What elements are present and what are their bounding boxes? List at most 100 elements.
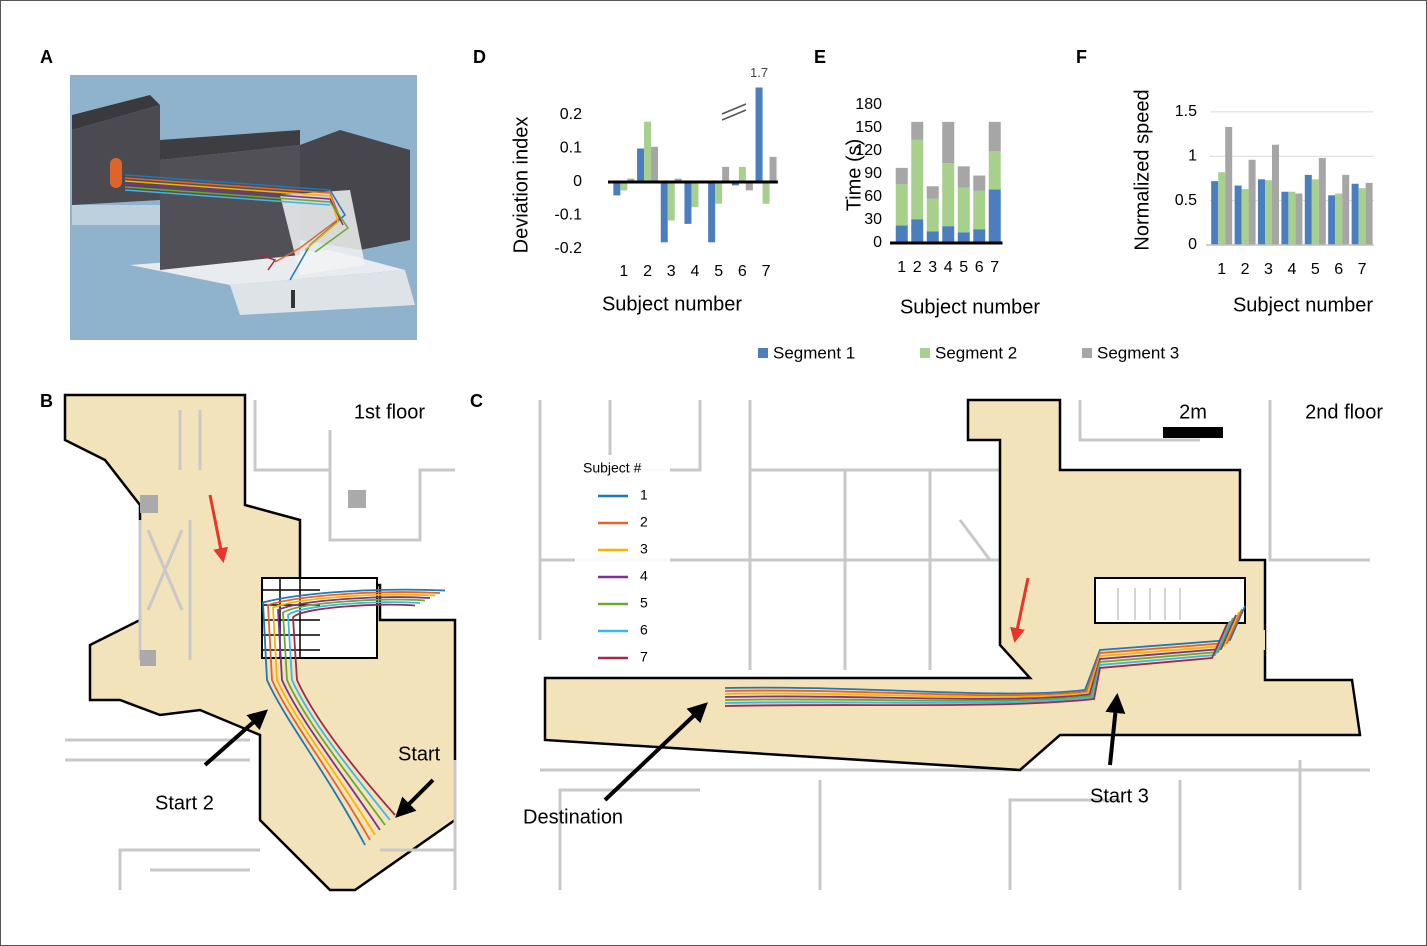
y-tick-label: 1.5 — [1175, 103, 1197, 120]
bar-segment — [942, 122, 954, 163]
axis-break — [722, 104, 746, 120]
bar — [691, 182, 698, 207]
bar — [1235, 186, 1242, 245]
bar-segment — [973, 229, 985, 243]
bar — [770, 157, 777, 182]
bar-segment — [896, 225, 908, 243]
x-tick-label: 4 — [1287, 261, 1296, 278]
bar — [1281, 192, 1288, 245]
y-tick-label: 30 — [864, 211, 882, 228]
scale-bar — [1163, 427, 1223, 438]
x-tick-label: 3 — [1264, 261, 1273, 278]
panel-letter: C — [470, 391, 483, 411]
bar — [1359, 188, 1366, 245]
x-tick-label: 4 — [944, 259, 953, 276]
bar-segment — [958, 232, 970, 243]
bar — [715, 182, 722, 204]
render-3d — [70, 75, 417, 340]
bar — [1265, 180, 1272, 245]
x-tick-label: 6 — [975, 259, 984, 276]
legend-swatch — [920, 348, 930, 358]
x-tick-label: 7 — [990, 259, 999, 276]
figure: A D E F B C — [0, 0, 1427, 946]
bar — [644, 122, 651, 182]
bar — [1288, 192, 1295, 245]
bar — [1342, 175, 1349, 245]
x-tick-label: 5 — [1311, 261, 1320, 278]
legend-title: Subject # — [583, 460, 642, 476]
panel-letter: A — [40, 47, 53, 67]
bar-segment — [896, 184, 908, 225]
y-tick-label: 0.1 — [560, 140, 582, 157]
bar — [1312, 179, 1319, 245]
bar — [1335, 194, 1342, 245]
bar — [1328, 195, 1335, 245]
scale-label: 2m — [1179, 401, 1207, 423]
bar — [1319, 158, 1326, 245]
legend-label: 6 — [640, 622, 648, 638]
bar — [708, 182, 715, 242]
x-tick-label: 6 — [738, 263, 747, 280]
legend-swatch — [1082, 348, 1092, 358]
bar — [756, 0, 763, 182]
y-tick-label: 0 — [1188, 236, 1197, 253]
panel-letter: D — [473, 47, 486, 67]
y-axis-title: Time (s) — [843, 139, 865, 212]
panel-letter: B — [40, 391, 53, 411]
bar — [1352, 184, 1359, 245]
bar-segment — [973, 191, 985, 229]
bars — [613, 0, 776, 242]
x-tick-label: 2 — [643, 263, 652, 280]
y-tick-label: 150 — [855, 119, 882, 136]
x-tick-label: 7 — [762, 263, 771, 280]
x-axis-title: Subject number — [1233, 294, 1373, 316]
y-axis-title: Normalized speed — [1131, 89, 1153, 250]
bar — [763, 182, 770, 204]
y-axis-title: Deviation index — [510, 117, 532, 254]
x-tick-label: 1 — [1217, 261, 1226, 278]
legend-label: 7 — [640, 649, 648, 665]
legend-label: 2 — [640, 514, 648, 530]
y-tick-label: 180 — [855, 96, 882, 113]
bar-segment — [896, 168, 908, 184]
y-tick-label: 0.5 — [1175, 192, 1197, 209]
legend-swatch — [758, 348, 768, 358]
bar-segment — [911, 219, 923, 243]
bar — [1295, 194, 1302, 245]
bar — [684, 182, 691, 224]
x-tick-label: 3 — [928, 259, 937, 276]
x-tick-label: 7 — [1358, 261, 1367, 278]
bar — [1218, 172, 1225, 245]
bar — [1258, 179, 1265, 245]
floor-plan-1: 1st floor Start 2 Start — [65, 395, 455, 890]
bar-segment — [927, 186, 939, 198]
bar-segment — [942, 163, 954, 226]
bar — [651, 147, 658, 182]
annotation: Start 3 — [1090, 785, 1149, 807]
bar-segment — [942, 226, 954, 243]
bar — [1211, 181, 1218, 245]
y-tick-label: 0 — [873, 234, 882, 251]
bar — [722, 167, 729, 182]
x-tick-label: 2 — [1241, 261, 1250, 278]
x-tick-label: 1 — [619, 263, 628, 280]
bar-segment — [989, 122, 1001, 151]
legend-label: Segment 3 — [1097, 343, 1179, 362]
annotation: Destination — [523, 806, 623, 828]
bar — [1272, 145, 1279, 245]
x-tick-label: 4 — [690, 263, 699, 280]
x-axis-title: Subject number — [602, 293, 742, 315]
bar — [1249, 160, 1256, 245]
y-tick-label: 60 — [864, 188, 882, 205]
bar — [613, 182, 620, 195]
x-axis-title: Subject number — [900, 296, 1040, 318]
bar-segment — [927, 232, 939, 244]
bar-segment — [958, 166, 970, 187]
x-tick-label: 3 — [667, 263, 676, 280]
bar — [668, 182, 675, 221]
annotation: Start 2 — [155, 792, 214, 814]
legend-label: 5 — [640, 595, 648, 611]
bars — [1211, 127, 1372, 245]
x-tick-label: 2 — [913, 259, 922, 276]
bar-segment — [911, 122, 923, 140]
